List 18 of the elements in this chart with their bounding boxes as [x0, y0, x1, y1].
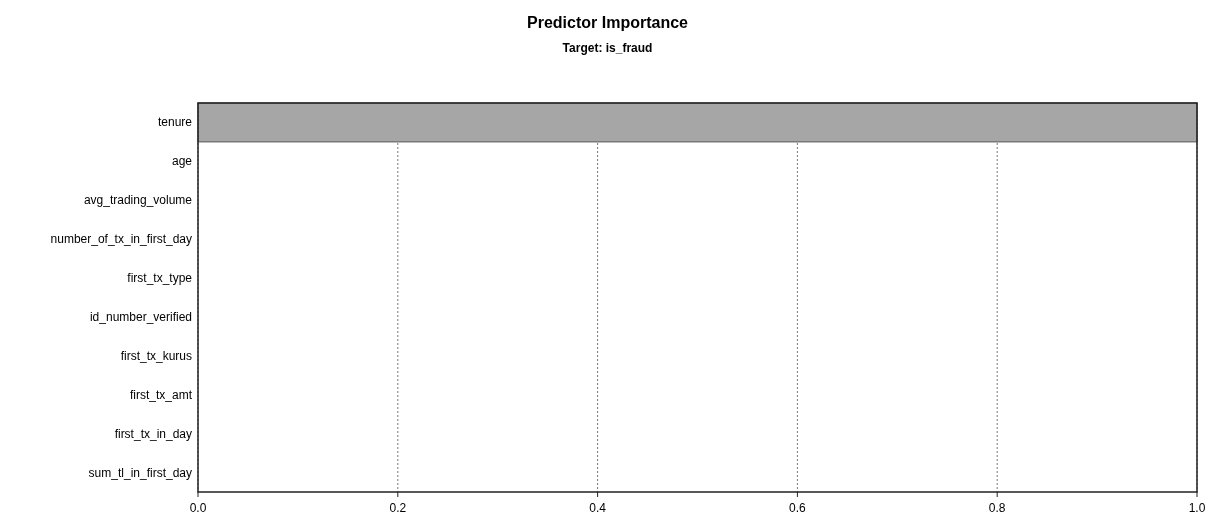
- x-tick-label: 0.8: [988, 501, 1006, 515]
- x-tick-label: 0.0: [189, 501, 207, 515]
- y-tick-label: tenure: [157, 115, 193, 130]
- y-tick-label: id_number_verified: [89, 309, 192, 324]
- y-tick-label: first_tx_kurus: [120, 348, 192, 363]
- y-tick-label: first_tx_in_day: [114, 426, 192, 441]
- x-tick-label: 0.4: [589, 501, 607, 515]
- y-tick-label: avg_trading_volume: [83, 193, 193, 208]
- x-tick-label: 0.6: [789, 501, 807, 515]
- y-tick-label: sum_tl_in_first_day: [88, 465, 192, 480]
- x-tick-label: 1.0: [1188, 501, 1206, 515]
- chart-subtitle: Target: is_fraud: [562, 41, 653, 55]
- x-tick-label: 0.2: [389, 501, 407, 515]
- y-tick-label: age: [171, 154, 193, 169]
- y-tick-label: first_tx_type: [127, 271, 193, 286]
- y-tick-label: number_of_tx_in_first_day: [50, 232, 192, 247]
- chart-title: Predictor Importance: [527, 14, 689, 31]
- y-tick-label: first_tx_amt: [129, 387, 193, 402]
